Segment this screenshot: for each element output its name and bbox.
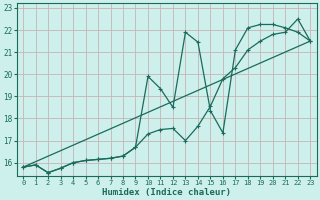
- X-axis label: Humidex (Indice chaleur): Humidex (Indice chaleur): [102, 188, 231, 197]
